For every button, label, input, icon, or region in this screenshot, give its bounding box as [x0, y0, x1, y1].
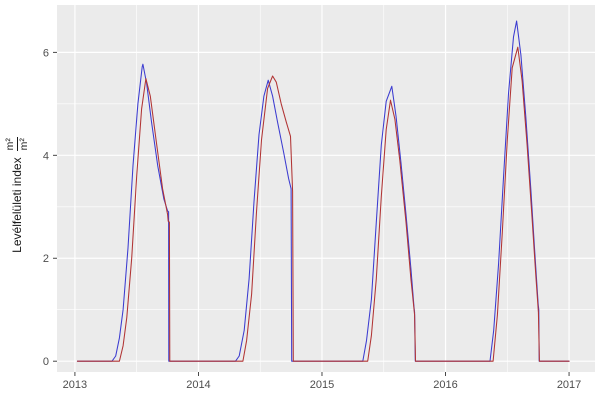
grid-minor	[57, 5, 595, 372]
y-axis-unit-numerator: m²	[3, 137, 18, 152]
x-tick-label: 2017	[557, 379, 581, 391]
y-axis-ticks	[53, 51, 57, 362]
x-axis-labels: 2013 2014 2015 2016 2017	[63, 379, 582, 391]
y-axis-title-text: Levélfelületi index	[10, 157, 24, 253]
y-axis-unit-denominator: m²	[18, 138, 30, 151]
y-axis-title: Levélfelületi index m² m²	[4, 25, 30, 365]
series-red-line	[76, 46, 570, 362]
y-tick-label: 0	[43, 356, 49, 368]
x-tick-label: 2015	[310, 379, 334, 391]
y-tick-label: 6	[43, 47, 49, 59]
y-axis-labels: 0 2 4 6	[43, 47, 49, 368]
y-tick-label: 4	[43, 150, 49, 162]
panel-background	[57, 5, 595, 372]
x-tick-label: 2013	[63, 379, 87, 391]
x-tick-label: 2016	[433, 379, 457, 391]
y-axis-units-fraction: m² m²	[3, 137, 30, 152]
x-tick-label: 2014	[186, 379, 210, 391]
y-tick-label: 2	[43, 253, 49, 265]
x-axis-ticks	[74, 372, 570, 376]
